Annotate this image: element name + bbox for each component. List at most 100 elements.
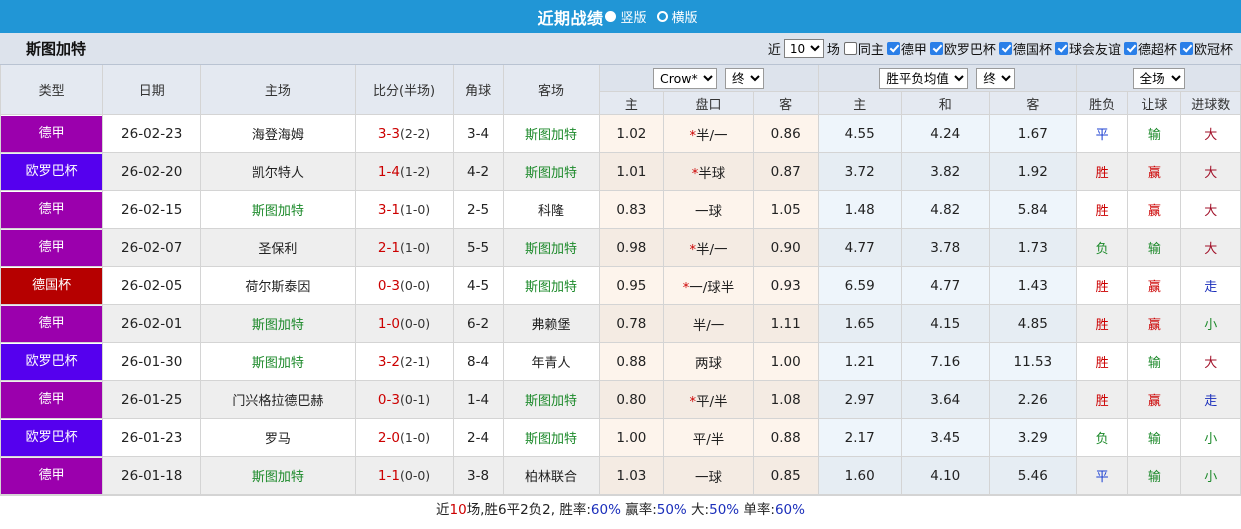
league-label-supercup[interactable]: 德超杯 [1137,43,1177,58]
cell-league-badge[interactable]: 欧罗巴杯 [0,152,104,191]
cell-european-draw-odds: 4.10 [900,456,990,495]
cell-european-away-odds: 1.43 [988,266,1078,305]
european-odds-type-select[interactable]: 胜平负均值 [879,67,969,89]
th-eur-home: 主 [817,91,902,115]
cell-handicap-away-odds: 0.90 [752,228,819,267]
table-row[interactable]: 德甲 26-02-01 斯图加特 1-0(0-0) 6-2 弗赖堡 0.78 半/一 1.11 1… [0,304,1241,343]
cell-european-draw-odds: 3.78 [900,228,990,267]
cell-handicap-result: 赢 [1127,266,1182,305]
cell-home-team: 门兴格拉德巴赫 [200,380,356,419]
cell-handicap-home-odds: 0.83 [598,190,665,229]
th-away-label: 客场 [538,84,565,99]
league-label-dfb-pokal[interactable]: 德国杯 [1012,43,1052,58]
scope-select[interactable]: 全场 [1132,67,1185,89]
cell-handicap-result: 赢 [1127,190,1182,229]
cell-away-team: 斯图加特 [502,228,600,267]
scope-controls-cell: 全场 [1076,65,1241,92]
cell-league-badge[interactable]: 德甲 [0,190,104,229]
cell-european-home-odds: 1.48 [817,190,902,229]
cell-european-draw-odds: 4.24 [900,114,990,153]
view-mode-vertical-label[interactable]: 竖版 [620,11,647,26]
cell-european-away-odds: 5.84 [988,190,1078,229]
cell-corner: 4-2 [452,152,504,191]
cell-away-team: 弗赖堡 [502,304,600,343]
cell-handicap-result: 赢 [1127,152,1182,191]
cell-european-home-odds: 2.17 [817,418,902,457]
th-hcp-away: 客 [752,91,819,115]
view-mode-radio-group[interactable]: 竖版 横版 [605,7,703,26]
cell-home-team: 斯图加特 [200,304,356,343]
cell-result: 胜 [1076,342,1129,381]
league-label-bundesliga[interactable]: 德甲 [900,43,927,58]
cell-date: 26-02-05 [102,266,202,305]
cell-goals-result: 小 [1180,304,1241,343]
league-label-friendly[interactable]: 球会友谊 [1068,43,1121,58]
cell-away-team: 柏林联合 [502,456,600,495]
table-row[interactable]: 欧罗巴杯 26-02-20 凯尔特人 1-4(1-2) 4-2 斯图加特 1.01 *半球 0.… [0,152,1241,191]
summary-prefix: 近 [436,502,450,518]
table-row[interactable]: 德甲 26-02-07 圣保利 2-1(1-0) 5-5 斯图加特 0.98 *半/一 0.90… [0,228,1241,267]
cell-handicap-line: 一球 [663,456,754,495]
cell-european-home-odds: 3.72 [817,152,902,191]
european-odds-stage-select[interactable]: 终 [976,67,1016,89]
view-mode-vertical-radio[interactable] [605,11,617,22]
odds-company-select[interactable]: Crow* [653,67,718,89]
cell-goals-result: 小 [1180,456,1241,495]
cell-result: 负 [1076,418,1129,457]
league-checkbox-europa[interactable] [929,42,943,55]
league-checkbox-supercup[interactable] [1123,42,1137,55]
table-row[interactable]: 欧罗巴杯 26-01-23 罗马 2-0(1-0) 2-4 斯图加特 1.00 平/半 0.88… [0,418,1241,457]
cell-home-team: 圣保利 [200,228,356,267]
cell-league-badge[interactable]: 德甲 [0,228,104,267]
recent-count-select[interactable]: 10 [783,39,824,58]
handicap-stage-select[interactable]: 终 [725,67,765,89]
cell-handicap-result: 输 [1127,342,1182,381]
cell-european-away-odds: 5.46 [988,456,1078,495]
cell-handicap-line: 半/一 [663,304,754,343]
cell-score: 0-3(0-0) [354,266,454,305]
cell-home-team: 凯尔特人 [200,152,356,191]
league-label-europa[interactable]: 欧罗巴杯 [943,43,996,58]
cell-league-badge[interactable]: 德甲 [0,114,104,153]
league-checkbox-dfb-pokal[interactable] [998,42,1012,55]
cell-goals-result: 大 [1180,190,1241,229]
cell-corner: 3-8 [452,456,504,495]
table-row[interactable]: 德甲 26-02-23 海登海姆 3-3(2-2) 3-4 斯图加特 1.02 *半/一 0.8… [0,114,1241,153]
league-checkbox-friendly[interactable] [1054,42,1068,55]
league-label-ucl[interactable]: 欧冠杯 [1193,43,1233,58]
cell-league-badge[interactable]: 德国杯 [0,266,104,305]
summary-big-label: 大: [686,502,710,518]
th-result: 胜负 [1076,91,1129,115]
table-row[interactable]: 德甲 26-02-15 斯图加特 3-1(1-0) 2-5 科隆 0.83 一球 1.05 1.4… [0,190,1241,229]
cell-league-badge[interactable]: 欧罗巴杯 [0,418,104,457]
cell-result: 胜 [1076,266,1129,305]
cell-handicap-line: *一/球半 [663,266,754,305]
league-checkbox-bundesliga[interactable] [886,42,900,55]
cell-european-draw-odds: 3.82 [900,152,990,191]
cell-handicap-away-odds: 1.08 [752,380,819,419]
table-row[interactable]: 德甲 26-01-25 门兴格拉德巴赫 0-3(0-1) 1-4 斯图加特 0.80 *平/半… [0,380,1241,419]
cell-european-home-odds: 6.59 [817,266,902,305]
cell-league-badge[interactable]: 欧罗巴杯 [0,342,104,381]
league-checkbox-ucl[interactable] [1179,42,1193,55]
cell-result: 胜 [1076,190,1129,229]
cell-league-badge[interactable]: 德甲 [0,304,104,343]
same-home-checkbox[interactable] [843,42,857,55]
cell-corner: 8-4 [452,342,504,381]
table-row[interactable]: 德国杯 26-02-05 荷尔斯泰因 0-3(0-0) 4-5 斯图加特 0.95 *一/球半… [0,266,1241,305]
cell-score: 3-2(2-1) [354,342,454,381]
same-home-label[interactable]: 同主 [857,43,884,58]
table-row[interactable]: 欧罗巴杯 26-01-30 斯图加特 3-2(2-1) 8-4 年青人 0.88 两球 1.00… [0,342,1241,381]
th-date: 日期 [102,65,202,115]
cell-european-draw-odds: 7.16 [900,342,990,381]
table-head: 类型 日期 主场 比分(半场) 角球 客场 Crow* [0,65,1241,115]
view-mode-horizontal-label[interactable]: 横版 [671,11,698,26]
cell-date: 26-01-23 [102,418,202,457]
cell-home-team: 罗马 [200,418,356,457]
filter-controls: 近 10 场 同主 德甲 欧罗巴杯 德国杯 球会友谊 德超杯 欧冠杯 [765,39,1235,58]
view-mode-horizontal-radio[interactable] [656,11,668,22]
cell-league-badge[interactable]: 德甲 [0,380,104,419]
cell-league-badge[interactable]: 德甲 [0,456,104,495]
table-row[interactable]: 德甲 26-01-18 斯图加特 1-1(0-0) 3-8 柏林联合 1.03 一球 0.85 1… [0,456,1241,495]
th-hcp-line: 盘口 [663,91,754,115]
